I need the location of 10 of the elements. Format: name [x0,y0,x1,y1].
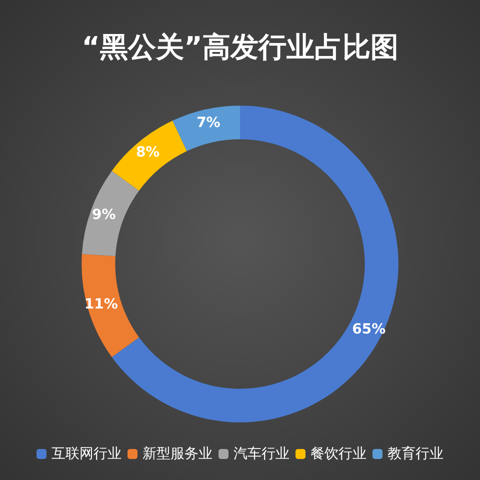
chart-title: “黑公关”高发行业占比图 [82,30,398,64]
data-label: 7% [196,114,220,131]
legend-label: 餐饮行业 [310,446,366,462]
data-label: 9% [92,207,116,224]
legend-label: 汽车行业 [234,446,290,462]
legend-label: 新型服务业 [142,446,212,462]
legend-label: 互联网行业 [52,446,122,462]
data-label: 8% [136,144,160,161]
data-label: 65% [352,322,386,338]
legend-label: 教育行业 [388,445,444,462]
